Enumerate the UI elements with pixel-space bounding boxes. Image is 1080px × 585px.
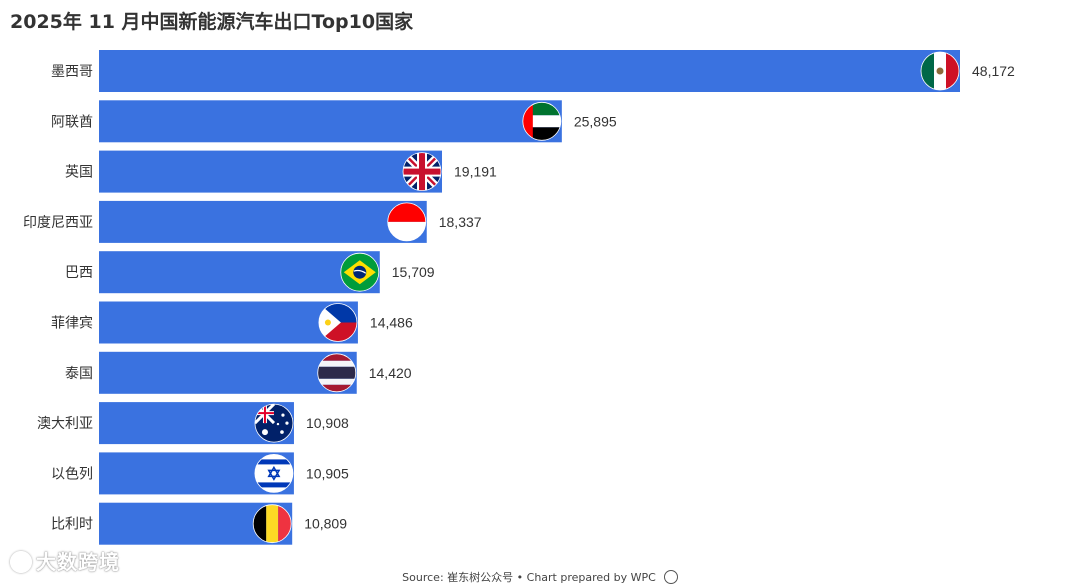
bars-layer: 墨西哥 48,172 阿联酋 25,895 英国 19,191 印度尼西亚 18,337 巴西 1… [23, 50, 1015, 545]
panda-icon [663, 570, 678, 584]
category-label: 以色列 [51, 465, 93, 482]
chart-footer: Source: 崔东树公众号 • Chart prepared by WPC [0, 569, 1080, 585]
indonesia-flag-icon [387, 202, 427, 242]
brazil-flag-icon [340, 252, 380, 292]
bar-3 [99, 200, 427, 243]
value-label: 10,809 [304, 516, 347, 532]
category-label: 墨西哥 [51, 64, 93, 80]
australia-flag-icon [254, 403, 294, 443]
category-label: 阿联酋 [51, 113, 93, 130]
source-text: Source: 崔东树公众号 • Chart prepared by WPC [402, 571, 656, 584]
uae-flag-icon [522, 101, 562, 141]
value-label: 14,486 [370, 315, 413, 331]
bar-0 [99, 50, 960, 92]
bar-5 [99, 301, 358, 344]
value-label: 14,420 [369, 365, 412, 381]
category-label: 比利时 [51, 517, 93, 533]
bar-1 [99, 100, 562, 143]
mexico-flag-icon [920, 51, 960, 91]
value-label: 15,709 [392, 264, 435, 280]
value-label: 10,908 [306, 415, 349, 431]
category-label: 菲律宾 [51, 316, 93, 332]
value-label: 48,172 [972, 63, 1015, 79]
category-label: 英国 [65, 164, 93, 181]
uk-flag-icon [402, 152, 442, 192]
watermark: 大数跨境 [10, 546, 120, 575]
israel-flag-icon [254, 453, 294, 493]
value-label: 10,905 [306, 465, 349, 481]
thailand-flag-icon [317, 353, 357, 393]
category-label: 泰国 [65, 366, 93, 382]
philippines-flag-icon [318, 303, 358, 342]
watermark-logo-icon [10, 550, 32, 573]
bar-2 [99, 150, 443, 193]
belgium-flag-icon [252, 504, 292, 544]
bar-6 [99, 351, 357, 394]
value-label: 18,337 [439, 214, 482, 230]
watermark-text: 大数跨境 [36, 550, 120, 574]
category-label: 印度尼西亚 [23, 215, 93, 231]
chart-title: 2025年 11 月中国新能源汽车出口Top10国家 [10, 11, 414, 33]
value-label: 19,191 [454, 164, 497, 180]
category-label: 巴西 [65, 265, 93, 281]
category-label: 澳大利亚 [37, 416, 93, 432]
value-label: 25,895 [574, 113, 617, 129]
bar-4 [99, 251, 380, 294]
